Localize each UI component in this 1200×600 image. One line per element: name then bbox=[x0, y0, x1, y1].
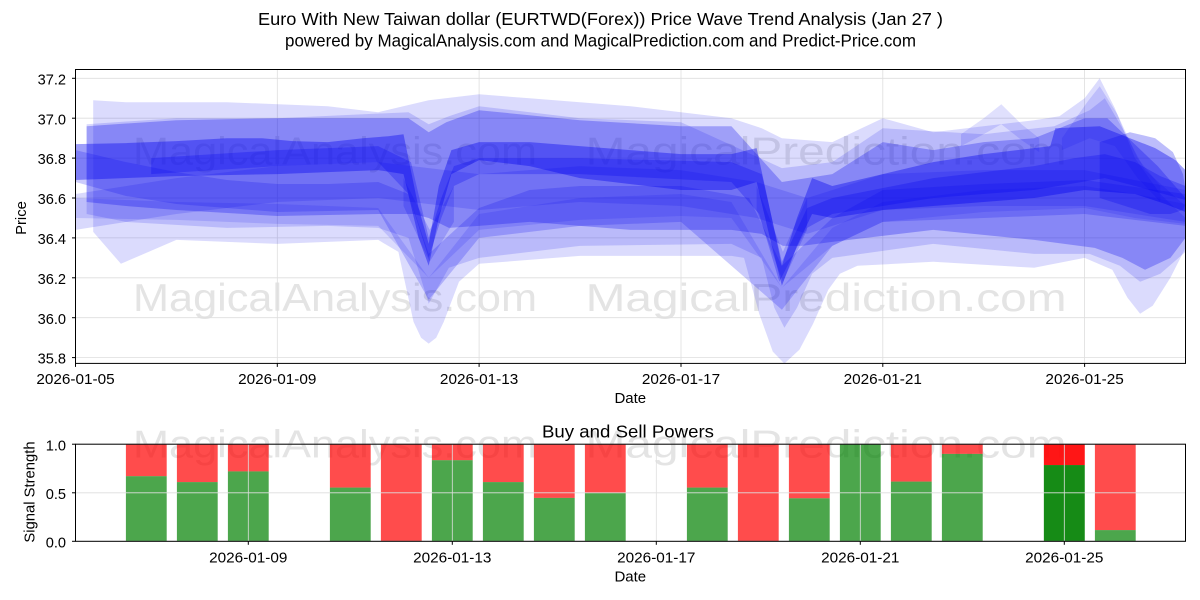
svg-text:2026-01-09: 2026-01-09 bbox=[238, 372, 316, 388]
svg-text:2026-01-09: 2026-01-09 bbox=[209, 551, 287, 567]
svg-text:36.4: 36.4 bbox=[38, 232, 66, 248]
svg-text:Date: Date bbox=[614, 569, 646, 586]
svg-text:2026-01-25: 2026-01-25 bbox=[1025, 551, 1103, 567]
svg-text:36.0: 36.0 bbox=[38, 312, 66, 328]
svg-text:Price: Price bbox=[14, 201, 30, 235]
svg-text:36.8: 36.8 bbox=[38, 152, 66, 168]
svg-text:Euro With New Taiwan dollar (E: Euro With New Taiwan dollar (EURTWD(Fore… bbox=[258, 9, 943, 29]
svg-text:Signal Strength: Signal Strength bbox=[23, 441, 39, 542]
svg-text:MagicalPrediction.com: MagicalPrediction.com bbox=[586, 129, 1067, 173]
svg-text:Date: Date bbox=[614, 390, 646, 407]
svg-text:2026-01-17: 2026-01-17 bbox=[617, 551, 695, 567]
svg-text:MagicalAnalysis.com: MagicalAnalysis.com bbox=[133, 276, 537, 320]
svg-text:1.0: 1.0 bbox=[46, 438, 66, 454]
svg-text:36.6: 36.6 bbox=[38, 192, 66, 208]
svg-text:powered by MagicalAnalysis.com: powered by MagicalAnalysis.com and Magic… bbox=[285, 30, 916, 50]
svg-text:2026-01-05: 2026-01-05 bbox=[36, 372, 114, 388]
svg-text:36.2: 36.2 bbox=[38, 272, 66, 288]
svg-text:2026-01-13: 2026-01-13 bbox=[413, 551, 491, 567]
svg-text:37.0: 37.0 bbox=[38, 112, 66, 128]
svg-text:0.0: 0.0 bbox=[46, 535, 66, 551]
svg-text:0.5: 0.5 bbox=[46, 487, 66, 503]
svg-text:Buy and Sell Powers: Buy and Sell Powers bbox=[542, 422, 714, 442]
svg-text:35.8: 35.8 bbox=[38, 352, 66, 368]
svg-text:2026-01-21: 2026-01-21 bbox=[821, 551, 899, 567]
svg-text:MagicalPrediction.com: MagicalPrediction.com bbox=[586, 276, 1067, 320]
svg-text:2026-01-17: 2026-01-17 bbox=[642, 372, 720, 388]
svg-text:2026-01-13: 2026-01-13 bbox=[440, 372, 518, 388]
svg-text:MagicalAnalysis.com: MagicalAnalysis.com bbox=[133, 129, 537, 173]
svg-text:2026-01-21: 2026-01-21 bbox=[844, 372, 922, 388]
svg-text:2026-01-25: 2026-01-25 bbox=[1045, 372, 1123, 388]
svg-text:37.2: 37.2 bbox=[38, 72, 66, 88]
